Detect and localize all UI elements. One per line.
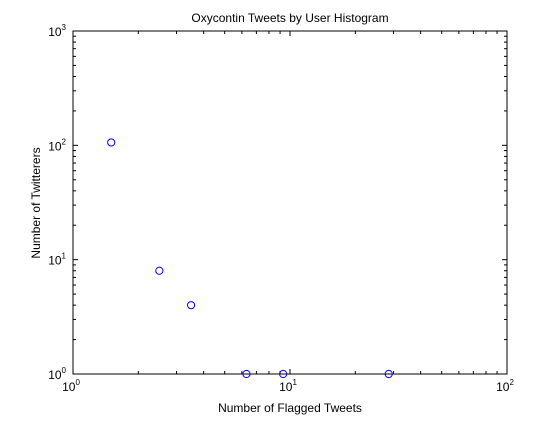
- x-tick-label: 102: [496, 378, 514, 394]
- data-point: [155, 266, 164, 275]
- plot-area: [72, 30, 508, 375]
- data-point: [107, 138, 116, 147]
- data-point: [242, 369, 251, 379]
- data-point: [279, 369, 288, 379]
- axis-ticks: 100 101 102 100 101 102 103: [48, 23, 514, 394]
- x-tick-label: 100: [62, 378, 80, 394]
- x-axis-title: Number of Flagged Tweets: [218, 401, 362, 415]
- x-tick-label: 101: [279, 378, 297, 394]
- data-point: [384, 369, 393, 379]
- y-axis-title: Number of Twitterers: [29, 147, 43, 258]
- y-tick-label: 103: [48, 23, 66, 39]
- y-tick-label: 100: [48, 366, 66, 382]
- y-tick-label: 102: [48, 137, 66, 153]
- chart-title: Oxycontin Tweets by User Histogram: [191, 11, 388, 25]
- y-tick-label: 101: [48, 252, 66, 268]
- data-point: [186, 301, 196, 310]
- data-markers: [107, 138, 393, 379]
